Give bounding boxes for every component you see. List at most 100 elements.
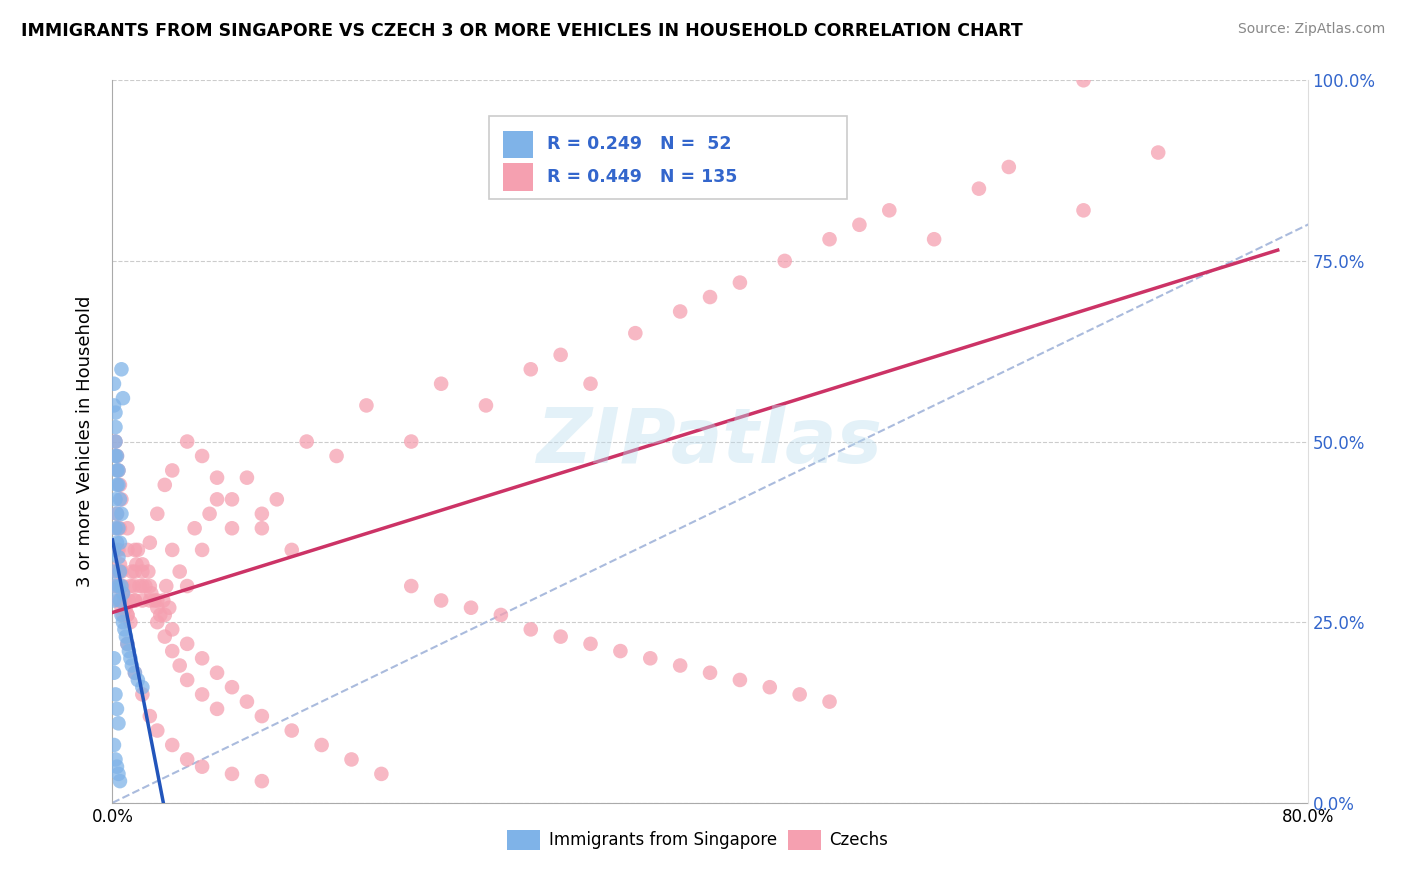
Y-axis label: 3 or more Vehicles in Household: 3 or more Vehicles in Household — [76, 296, 94, 587]
Point — [520, 362, 543, 376]
Point — [120, 651, 142, 665]
Point — [191, 760, 214, 774]
Point — [108, 492, 131, 507]
Point — [124, 542, 146, 557]
Point — [114, 593, 135, 607]
Point — [107, 463, 129, 477]
Point — [139, 579, 162, 593]
Point — [250, 774, 273, 789]
Point — [1073, 73, 1095, 87]
Point — [110, 579, 132, 593]
Point — [967, 182, 990, 196]
Point — [370, 767, 392, 781]
Point — [205, 470, 228, 484]
Point — [103, 579, 125, 593]
Point — [108, 565, 131, 579]
Point — [104, 406, 127, 420]
Point — [162, 542, 183, 557]
Point — [110, 492, 132, 507]
Point — [108, 579, 131, 593]
Point — [107, 478, 129, 492]
Point — [120, 615, 142, 630]
Point — [430, 593, 453, 607]
Point — [111, 607, 134, 622]
Point — [107, 716, 129, 731]
Text: ZIPatlas: ZIPatlas — [537, 405, 883, 478]
Point — [669, 304, 692, 318]
Point — [295, 434, 318, 449]
Point — [103, 738, 125, 752]
Point — [108, 535, 131, 549]
Point — [221, 680, 243, 694]
Point — [115, 630, 138, 644]
Point — [124, 665, 146, 680]
Point — [105, 535, 128, 549]
Point — [152, 593, 174, 607]
Point — [124, 665, 146, 680]
Point — [205, 492, 228, 507]
Point — [124, 593, 146, 607]
Point — [117, 607, 139, 622]
Point — [550, 348, 572, 362]
Point — [141, 586, 163, 600]
Point — [110, 362, 132, 376]
Point — [125, 558, 148, 572]
Point — [105, 565, 128, 579]
Point — [105, 449, 128, 463]
Point — [143, 593, 166, 607]
Point — [773, 253, 796, 268]
Point — [110, 565, 132, 579]
Point — [669, 658, 692, 673]
Point — [430, 376, 453, 391]
Point — [191, 651, 214, 665]
Point — [121, 565, 143, 579]
Point — [191, 542, 214, 557]
FancyBboxPatch shape — [489, 117, 848, 200]
Point — [107, 593, 129, 607]
Point — [110, 607, 132, 622]
Point — [250, 521, 273, 535]
Point — [108, 593, 131, 607]
Point — [176, 434, 198, 449]
Point — [104, 449, 127, 463]
Point — [162, 644, 183, 658]
Point — [114, 623, 135, 637]
Point — [520, 623, 543, 637]
Point — [107, 550, 129, 565]
Point — [131, 558, 153, 572]
Point — [104, 434, 127, 449]
Point — [108, 579, 131, 593]
Point — [609, 644, 631, 658]
Point — [236, 470, 259, 484]
Point — [699, 290, 721, 304]
Point — [146, 593, 169, 607]
Point — [176, 579, 198, 593]
Point — [401, 434, 423, 449]
Point — [107, 463, 129, 477]
Point — [127, 673, 149, 687]
Point — [103, 665, 125, 680]
Point — [162, 738, 183, 752]
Point — [818, 695, 841, 709]
Point — [998, 160, 1021, 174]
Point — [111, 579, 134, 593]
Point — [169, 658, 191, 673]
Point — [117, 637, 139, 651]
Point — [728, 673, 751, 687]
Point — [789, 687, 811, 701]
Point — [111, 586, 134, 600]
Point — [1073, 203, 1095, 218]
Point — [104, 752, 127, 766]
Point — [153, 630, 176, 644]
Point — [110, 600, 132, 615]
Text: Immigrants from Singapore: Immigrants from Singapore — [548, 830, 778, 848]
Point — [105, 507, 128, 521]
Point — [153, 478, 176, 492]
Point — [128, 579, 150, 593]
Point — [176, 673, 198, 687]
Point — [640, 651, 662, 665]
Point — [281, 723, 304, 738]
Text: IMMIGRANTS FROM SINGAPORE VS CZECH 3 OR MORE VEHICLES IN HOUSEHOLD CORRELATION C: IMMIGRANTS FROM SINGAPORE VS CZECH 3 OR … — [21, 22, 1022, 40]
Point — [146, 507, 169, 521]
Point — [103, 542, 125, 557]
